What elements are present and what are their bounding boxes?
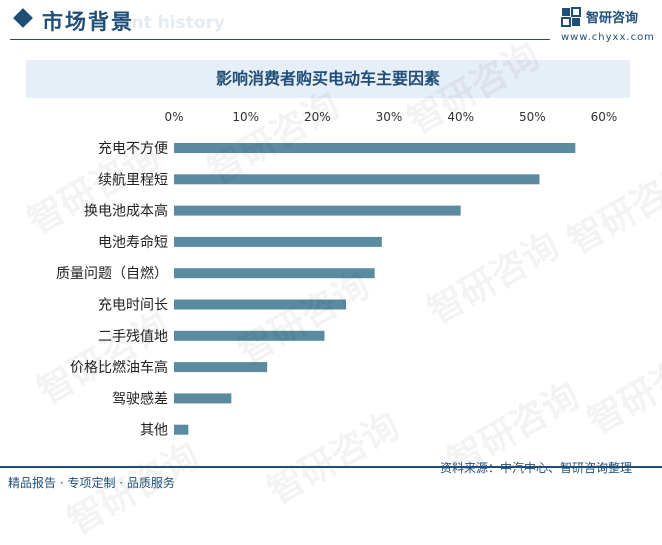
x-tick-label: 20%: [304, 110, 331, 124]
bar: [174, 299, 346, 310]
source-note: 资料来源：中汽中心、智研咨询整理: [440, 461, 633, 475]
header-ghost-text: ent history: [120, 13, 225, 33]
category-label: 换电池成本高: [84, 203, 168, 220]
category-label: 质量问题（自燃）: [56, 265, 168, 282]
bar: [174, 143, 576, 153]
category-label: 价格比燃油车高: [70, 359, 168, 376]
footer-divider: [0, 466, 662, 468]
category-label: 续航里程短: [98, 171, 168, 188]
bar: [174, 174, 540, 185]
x-tick-label: 40%: [447, 110, 474, 124]
bar: [174, 268, 375, 279]
bar: [174, 205, 461, 216]
category-label: 其他: [140, 423, 168, 439]
x-tick-label: 60%: [591, 110, 618, 124]
category-label: 二手残值地: [98, 329, 168, 345]
category-label: 驾驶感差: [112, 390, 168, 407]
header: ent history 市场背景 智研咨询 www.chyxx.com: [0, 0, 662, 44]
brand-url: www.chyxx.com: [561, 32, 655, 43]
x-tick-label: 50%: [519, 110, 546, 124]
x-tick-label: 10%: [232, 110, 259, 124]
bar: [174, 424, 189, 435]
x-tick-label: 0%: [164, 110, 183, 124]
brand-logo-icon: [561, 7, 581, 27]
category-label: 充电不方便: [98, 141, 168, 157]
header-divider: [10, 39, 550, 40]
section-title: 市场背景: [42, 10, 134, 34]
chart-title-band: [26, 60, 630, 98]
bar: [174, 330, 325, 341]
chart-title: 影响消费者购买电动车主要因素: [215, 69, 440, 88]
category-label: 电池寿命短: [98, 234, 168, 251]
x-tick-label: 30%: [376, 110, 403, 124]
bar: [174, 362, 268, 373]
category-label: 充电时间长: [98, 298, 168, 314]
footer-tagline: 精品报告 · 专项定制 · 品质服务: [8, 476, 175, 490]
bar: [174, 393, 232, 404]
bar: [174, 236, 382, 247]
brand-name: 智研咨询: [586, 11, 639, 26]
bar-chart: 0% 10% 20% 30% 40% 50% 60% 充电不方便续航里程短换电池成本高电池寿命…: [56, 110, 618, 439]
